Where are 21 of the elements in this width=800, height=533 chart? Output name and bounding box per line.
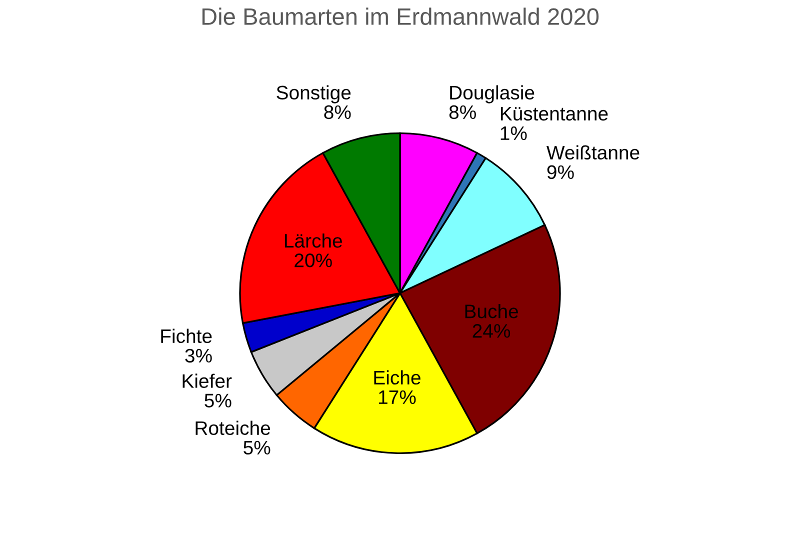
data-label: 9%	[547, 165, 574, 180]
slice-label: Kiefer	[182, 374, 232, 388]
slice-label: Sonstige	[276, 85, 351, 104]
data-label: 24%	[472, 324, 510, 338]
slice-label: Buche	[465, 304, 518, 318]
data-label: 1%	[500, 126, 527, 140]
data-label: 5%	[244, 440, 270, 455]
data-label: 5%	[204, 394, 232, 408]
slice-label: Fichte	[161, 328, 212, 344]
data-label: 17%	[379, 390, 416, 404]
data-label: 3%	[185, 348, 212, 363]
slice-label: Lärche	[285, 233, 342, 248]
slice-label: Eiche	[374, 370, 420, 385]
slice-label: Weißtanne	[546, 145, 640, 160]
chart-title: Die Baumarten im Erdmannwald 2020	[202, 8, 599, 25]
slice-label: Roteiche	[196, 420, 270, 436]
data-label: 20%	[294, 253, 332, 268]
data-label: 8%	[449, 105, 476, 120]
slice-label: Küstentanne	[500, 107, 608, 121]
data-label: 8%	[324, 105, 351, 120]
slice-label: Douglasie	[450, 85, 534, 104]
